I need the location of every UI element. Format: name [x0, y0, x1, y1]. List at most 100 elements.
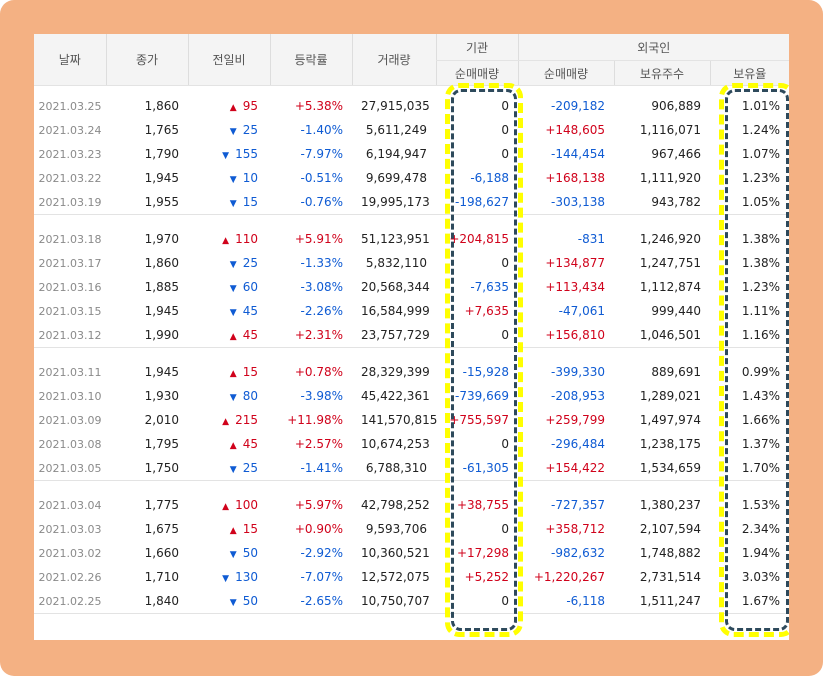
change-cell: ▲ 45 — [188, 323, 270, 348]
holding-ratio-cell: 1.43% — [741, 389, 780, 403]
change-value: 50 — [242, 546, 258, 560]
rate-cell: +0.78% — [294, 365, 343, 379]
date-cell: 2021.03.03 — [38, 522, 102, 536]
inst-net-cell: -198,627 — [455, 195, 509, 209]
change-cell: ▼ 50 — [188, 541, 270, 565]
holdings-cell: 1,247,751 — [639, 256, 701, 270]
foreign-net-cell: +148,605 — [545, 123, 605, 137]
inst-net-cell: +7,635 — [464, 304, 509, 318]
triangle-up-icon: ▲ — [229, 369, 237, 379]
table-row: 2021.03.19 1,955 ▼ 15 -0.76% 19,995,173 -198,6… — [34, 190, 789, 215]
close-cell: 1,860 — [144, 256, 179, 270]
change-cell: ▲ 100 — [188, 493, 270, 517]
holding-ratio-cell: 1.05% — [741, 195, 780, 209]
change-cell: ▼ 15 — [188, 190, 270, 215]
foreign-net-cell: +113,434 — [545, 280, 605, 294]
close-cell: 1,675 — [144, 522, 179, 536]
change-cell: ▲ 15 — [188, 517, 270, 541]
volume-cell: 23,757,729 — [361, 328, 430, 342]
header-foreign-net: 순매매량 — [517, 60, 614, 86]
volume-cell: 27,915,035 — [361, 99, 430, 113]
holdings-cell: 1,046,501 — [639, 328, 701, 342]
table-row: 2021.03.05 1,750 ▼ 25 -1.41% 6,788,310 -61,305… — [34, 456, 789, 481]
inst-net-cell: -61,305 — [462, 461, 509, 475]
change-value: 10 — [242, 171, 258, 185]
volume-cell: 20,568,344 — [361, 280, 430, 294]
holding-ratio-cell: 1.24% — [741, 123, 780, 137]
triangle-down-icon: ▼ — [222, 574, 230, 584]
holding-ratio-cell: 1.53% — [741, 498, 780, 512]
holding-ratio-cell: 1.94% — [741, 546, 780, 560]
holding-ratio-cell: 1.66% — [741, 413, 780, 427]
rate-cell: -1.33% — [300, 256, 343, 270]
date-cell: 2021.03.09 — [38, 413, 102, 427]
date-cell: 2021.03.17 — [38, 256, 102, 270]
foreign-net-cell: +358,712 — [545, 522, 605, 536]
volume-cell: 12,572,075 — [361, 570, 430, 584]
holdings-cell: 1,748,882 — [639, 546, 701, 560]
foreign-net-cell: -303,138 — [551, 195, 605, 209]
foreign-net-cell: -209,182 — [551, 99, 605, 113]
header-rate: 등락률 — [269, 34, 352, 86]
header-close: 종가 — [105, 34, 188, 86]
close-cell: 1,795 — [144, 437, 179, 451]
holdings-cell: 906,889 — [651, 99, 701, 113]
holdings-cell: 967,466 — [651, 147, 701, 161]
table-row: 2021.03.09 2,010 ▲ 215 +11.98% 141,570,815 +75… — [34, 408, 789, 432]
date-cell: 2021.03.15 — [38, 304, 102, 318]
table-row: 2021.03.24 1,765 ▼ 25 -1.40% 5,611,249 0 +148,6… — [34, 118, 789, 142]
table-row: 2021.02.26 1,710 ▼ 130 -7.07% 12,572,075 +5,25… — [34, 565, 789, 589]
holdings-cell: 889,691 — [651, 365, 701, 379]
volume-cell: 10,750,707 — [361, 594, 430, 608]
header-holding-ratio: 보유율 — [709, 60, 789, 86]
trading-table-body: 2021.03.25 1,860 ▲ 95 +5.38% 27,915,035 0 -209,… — [34, 86, 789, 620]
holding-ratio-cell: 3.03% — [741, 570, 780, 584]
rate-cell: +0.90% — [294, 522, 343, 536]
inst-net-cell: +755,597 — [449, 413, 509, 427]
holdings-cell: 999,440 — [651, 304, 701, 318]
rate-cell: -1.40% — [300, 123, 343, 137]
rate-cell: -0.76% — [300, 195, 343, 209]
table-row: 2021.03.25 1,860 ▲ 95 +5.38% 27,915,035 0 -209,… — [34, 94, 789, 118]
rate-cell: -7.07% — [300, 570, 343, 584]
rate-cell: -3.08% — [300, 280, 343, 294]
triangle-down-icon: ▼ — [229, 550, 237, 560]
inst-net-cell: -15,928 — [462, 365, 509, 379]
holding-ratio-cell: 1.11% — [741, 304, 780, 318]
triangle-up-icon: ▲ — [229, 441, 237, 451]
highlight-institution-column — [445, 83, 523, 637]
highlight-institution-dash — [451, 89, 517, 631]
date-cell: 2021.03.16 — [38, 280, 102, 294]
spacer-cell — [34, 214, 789, 227]
close-cell: 1,790 — [144, 147, 179, 161]
foreign-net-cell: +259,799 — [545, 413, 605, 427]
close-cell: 1,930 — [144, 389, 179, 403]
close-cell: 1,750 — [144, 461, 179, 475]
rate-cell: -3.98% — [300, 389, 343, 403]
inst-net-cell: 0 — [501, 594, 509, 608]
highlight-holding-ratio-column — [719, 83, 789, 637]
change-cell: ▲ 45 — [188, 432, 270, 456]
rate-cell: -1.41% — [300, 461, 343, 475]
header-volume: 거래량 — [351, 34, 436, 86]
highlight-holding-ratio-dash — [725, 89, 789, 631]
change-cell: ▼ 50 — [188, 589, 270, 614]
holding-ratio-cell: 1.23% — [741, 280, 780, 294]
rate-cell: +5.38% — [294, 99, 343, 113]
table-row: 2021.03.08 1,795 ▲ 45 +2.57% 10,674,253 0 -296,… — [34, 432, 789, 456]
change-cell: ▲ 95 — [188, 94, 270, 118]
triangle-down-icon: ▼ — [229, 465, 237, 475]
table-row: 2021.03.22 1,945 ▼ 10 -0.51% 9,699,478 -6,188 +… — [34, 166, 789, 190]
change-value: 15 — [242, 522, 258, 536]
holdings-cell: 1,534,659 — [639, 461, 701, 475]
holdings-cell: 1,380,237 — [639, 498, 701, 512]
inst-net-cell: 0 — [501, 522, 509, 536]
volume-cell: 6,194,947 — [365, 147, 427, 161]
rate-cell: -7.97% — [300, 147, 343, 161]
date-cell: 2021.03.19 — [38, 195, 102, 209]
table-row: 2021.03.11 1,945 ▲ 15 +0.78% 28,329,399 -15,92… — [34, 360, 789, 384]
triangle-down-icon: ▼ — [229, 260, 237, 270]
foreign-net-cell: -208,953 — [551, 389, 605, 403]
volume-cell: 16,584,999 — [361, 304, 430, 318]
change-value: 45 — [242, 328, 258, 342]
